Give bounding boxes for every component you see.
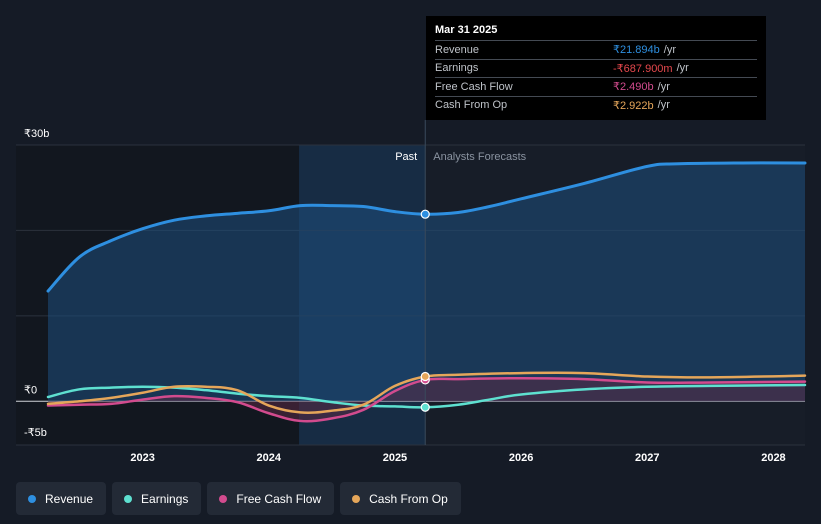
y-axis-labels: ₹30b ₹0 -₹5b	[24, 128, 49, 439]
legend-label: Revenue	[45, 491, 94, 506]
earnings-line	[46, 383, 807, 409]
y-tick-label: ₹30b	[24, 128, 49, 140]
legend-item-cash-from-op[interactable]: Cash From Op	[340, 482, 461, 515]
legend-label: Earnings	[141, 491, 189, 506]
chart-legend: Revenue Earnings Free Cash Flow Cash Fro…	[16, 482, 461, 515]
tooltip-unit: /yr	[657, 80, 670, 93]
tooltip-row-earnings: Earnings -₹687.900m /yr	[435, 58, 757, 78]
x-tick-label: 2025	[383, 452, 407, 464]
tooltip-label: Cash From Op	[435, 99, 508, 112]
tooltip-value: ₹2.922b	[613, 99, 654, 112]
cash-from-op-marker	[420, 371, 430, 382]
x-tick-label: 2023	[130, 452, 154, 464]
legend-dot-icon	[352, 494, 361, 503]
legend-dot-icon	[28, 494, 36, 503]
legend-dot-icon	[219, 494, 228, 503]
data-tooltip: Mar 31 2025 Revenue ₹21.894b /yr Earning…	[426, 16, 766, 120]
revenue-line	[46, 161, 807, 293]
earnings-marker	[420, 402, 430, 412]
tooltip-value: -₹687.900m	[613, 62, 673, 75]
tooltip-label: Earnings	[435, 62, 479, 75]
cash-from-op-line	[46, 371, 807, 414]
x-tick-label: 2024	[257, 452, 282, 464]
tooltip-label: Revenue	[435, 43, 480, 56]
tooltip-row-free-cash-flow: Free Cash Flow ₹2.490b /yr	[435, 77, 757, 96]
legend-item-earnings[interactable]: Earnings	[112, 482, 202, 515]
x-axis-labels: 2023 2024 2025 2026 2027 2028	[130, 452, 785, 464]
tooltip-value: ₹2.490b	[613, 81, 654, 94]
tooltip-value: ₹21.894b	[613, 44, 660, 57]
series-lines	[46, 161, 807, 423]
x-tick-label: 2026	[509, 452, 533, 464]
legend-label: Cash From Op	[369, 491, 448, 506]
tooltip-unit: /yr	[676, 62, 689, 75]
x-tick-label: 2027	[635, 452, 659, 464]
tooltip-unit: /yr	[657, 99, 670, 112]
revenue-area	[48, 162, 805, 402]
y-tick-label: -₹5b	[24, 427, 47, 439]
tooltip-row-revenue: Revenue ₹21.894b /yr	[435, 40, 757, 59]
revenue-marker	[420, 209, 430, 219]
legend-label: Free Cash Flow	[236, 491, 322, 506]
y-tick-label: ₹0	[24, 384, 37, 396]
legend-item-free-cash-flow[interactable]: Free Cash Flow	[207, 482, 335, 515]
legend-dot-icon	[124, 494, 133, 503]
legend-item-revenue[interactable]: Revenue	[16, 482, 107, 515]
past-label: Past	[395, 151, 417, 163]
tooltip-label: Free Cash Flow	[435, 80, 513, 93]
tooltip-date: Mar 31 2025	[435, 24, 498, 36]
free-cash-flow-line	[46, 376, 807, 423]
hover-markers	[420, 209, 430, 412]
x-tick-label: 2028	[761, 452, 785, 464]
tooltip-unit: /yr	[663, 43, 676, 56]
forecast-label: Analysts Forecasts	[433, 151, 526, 163]
tooltip-row-cash-from-op: Cash From Op ₹2.922b /yr	[435, 95, 757, 115]
